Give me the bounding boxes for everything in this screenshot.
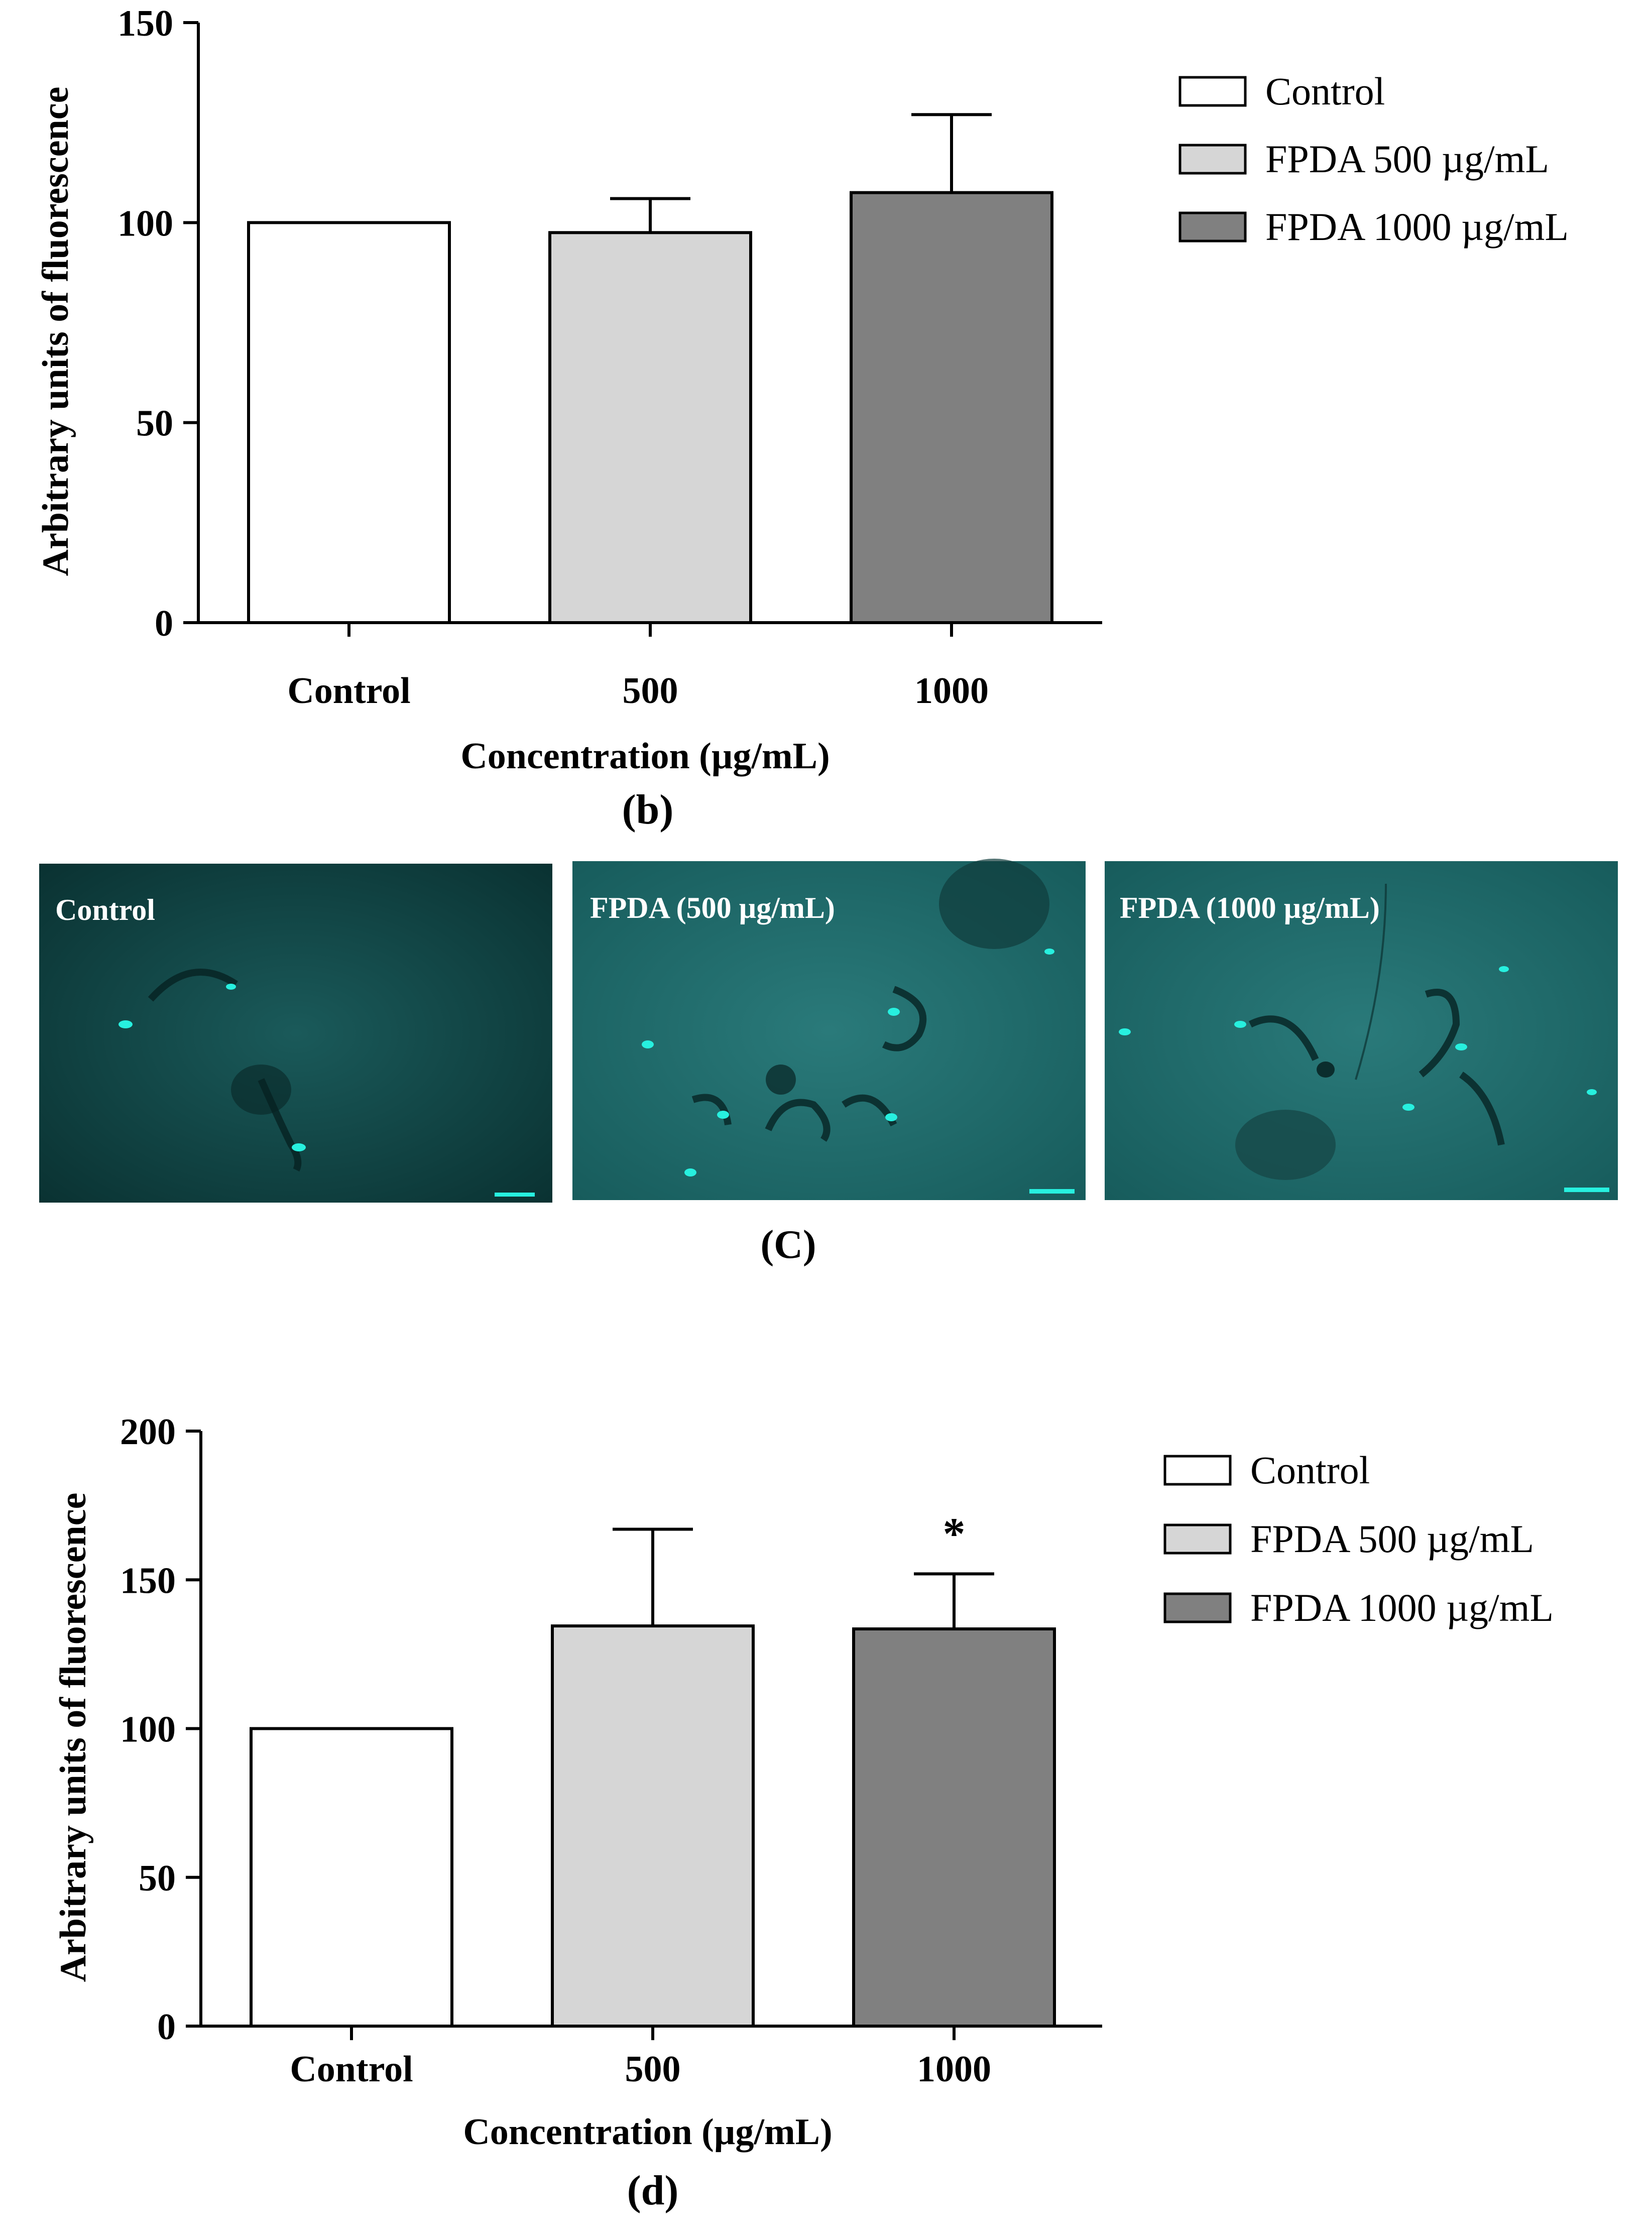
micrograph-label-fpda-1000: FPDA (1000 µg/mL): [1120, 891, 1380, 924]
micrograph-label-fpda-500: FPDA (500 µg/mL): [590, 891, 835, 924]
chart-d-legend-swatch-1: [1163, 1455, 1232, 1486]
chart-d-xlabel: Concentration (µg/mL): [463, 2111, 832, 2153]
chart-d: Arbitrary units of fluorescence 0 50 100 15…: [53, 1411, 1554, 2214]
chart-d-ytick-label: 200: [120, 1411, 176, 1453]
chart-d-legend-label-1: Control: [1250, 1448, 1370, 1492]
micrograph-fpda-1000: FPDA (1000 µg/mL): [1105, 861, 1618, 1200]
chart-b-legend-label-2: FPDA 500 µg/mL: [1265, 137, 1549, 181]
chart-d-ytick-label: 50: [139, 1858, 176, 1899]
chart-b-xtick-label: 500: [623, 670, 678, 712]
chart-d-legend-swatch-2: [1163, 1523, 1232, 1555]
chart-d-xtick-label: Control: [290, 2049, 413, 2090]
chart-d-ylabel: Arbitrary units of fluorescence: [53, 1493, 94, 1982]
chart-b-bar-2: [548, 231, 752, 624]
chart-d-bar-2: [551, 1624, 755, 2028]
chart-d-annotations: *: [943, 1509, 966, 1559]
chart-d-ytick-label: 0: [157, 2007, 176, 2048]
chart-b-ytick-label: 150: [117, 3, 173, 44]
chart-d-ytick-label: 100: [120, 1709, 176, 1750]
chart-b-xtick-label: Control: [287, 670, 410, 712]
chart-b-ytick-label: 50: [136, 403, 173, 444]
chart-d-legend: Control FPDA 500 µg/mL FPDA 1000 µg/mL: [1163, 1448, 1554, 1629]
chart-d-legend-swatch-3: [1163, 1592, 1232, 1623]
chart-b-legend-swatch-1: [1178, 76, 1247, 107]
chart-b: Arbitrary units of fluorescence 0 50 100 15…: [35, 3, 1569, 833]
chart-d-ytick-label: 150: [120, 1560, 176, 1601]
chart-b-bar-1: [247, 221, 451, 625]
chart-b-ytick-label: 0: [155, 603, 173, 644]
chart-b-bars: [247, 113, 1053, 625]
chart-d-legend-label-3: FPDA 1000 µg/mL: [1250, 1586, 1554, 1629]
chart-b-ytick-label: 100: [117, 203, 173, 244]
chart-d-xtick-label: 1000: [917, 2049, 991, 2090]
chart-d-xtick-label: 500: [625, 2049, 681, 2090]
micrograph-fpda-500: FPDA (500 µg/mL): [572, 859, 1086, 1200]
chart-b-xticks: Control 500 1000: [287, 623, 989, 712]
chart-d-bar-3: [852, 1627, 1056, 2028]
chart-d-panel-label: (d): [627, 2167, 679, 2214]
micrograph-control: Control: [39, 864, 552, 1203]
chart-b-ylabel: Arbitrary units of fluorescence: [35, 87, 76, 576]
chart-d-bars: [250, 1527, 1056, 2028]
chart-d-bar-1: [250, 1727, 453, 2028]
micrograph-row: Control FPDA (500 µg/mL): [39, 859, 1618, 1267]
chart-d-significance-marker: *: [943, 1509, 966, 1559]
chart-b-panel-label: (b): [622, 786, 674, 833]
chart-d-yticks: 0 50 100 150 200: [120, 1411, 1102, 2048]
micrograph-label-control: Control: [55, 893, 155, 926]
chart-b-xlabel: Concentration (µg/mL): [460, 736, 830, 777]
chart-b-legend-swatch-2: [1178, 144, 1247, 175]
chart-b-legend-label-3: FPDA 1000 µg/mL: [1265, 205, 1569, 249]
chart-b-legend-swatch-3: [1178, 211, 1247, 243]
chart-b-legend: Control FPDA 500 µg/mL FPDA 1000 µg/mL: [1178, 69, 1569, 249]
chart-d-xticks: Control 500 1000: [290, 2026, 991, 2090]
chart-b-xtick-label: 1000: [914, 670, 989, 712]
chart-d-legend-label-2: FPDA 500 µg/mL: [1250, 1517, 1534, 1561]
micrograph-panel-label: (C): [760, 1223, 816, 1267]
chart-b-legend-label-1: Control: [1265, 69, 1385, 113]
chart-b-bar-3: [850, 191, 1053, 625]
